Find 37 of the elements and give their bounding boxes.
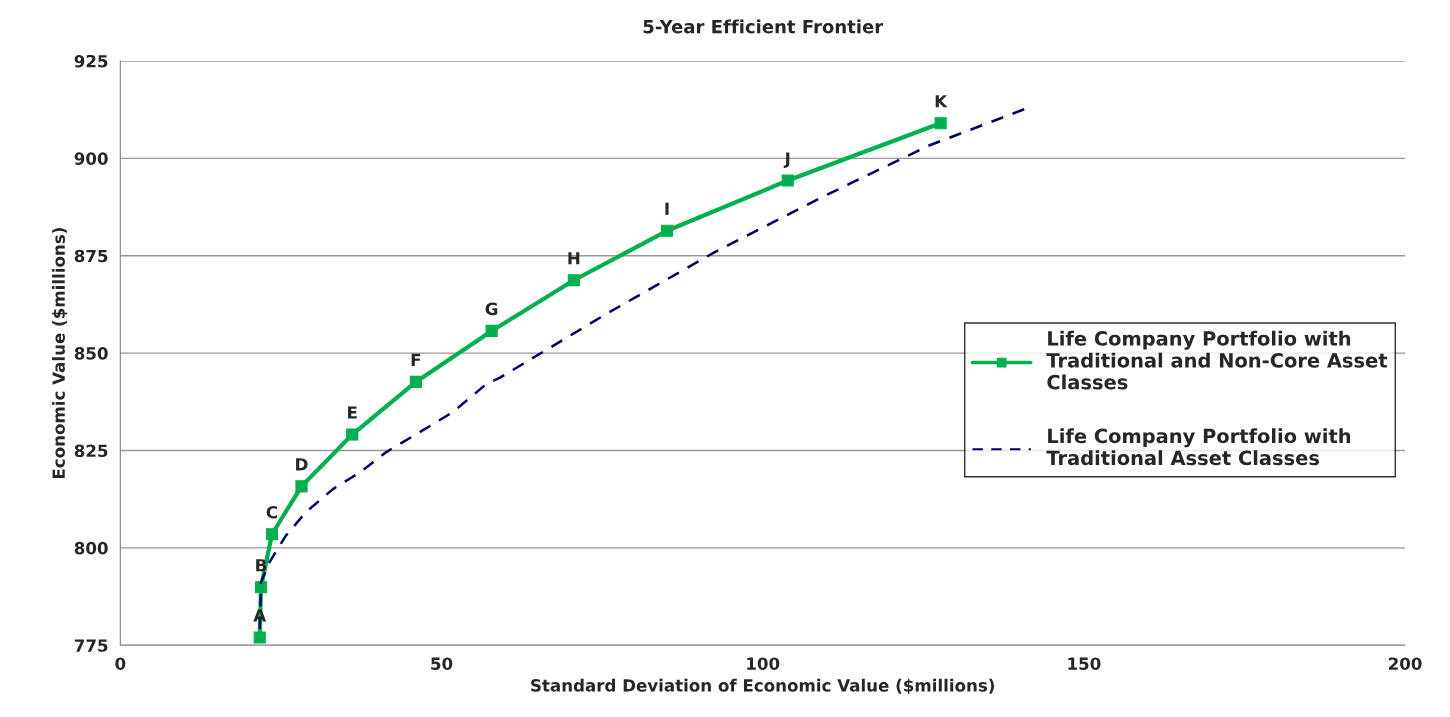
point bbox=[781, 174, 794, 187]
point bbox=[295, 480, 308, 493]
annotation: J bbox=[783, 152, 790, 168]
annotation: H bbox=[568, 252, 580, 265]
point bbox=[485, 324, 498, 337]
x-tick-label: 0 bbox=[115, 657, 126, 671]
annotation: G bbox=[485, 302, 498, 316]
y-tick-label: 925 bbox=[74, 54, 108, 68]
point bbox=[934, 117, 947, 130]
x-tick-label: 200 bbox=[1388, 657, 1422, 671]
annotation: F bbox=[411, 353, 421, 366]
x-tick-label: 50 bbox=[431, 657, 453, 671]
x-tick-label: 150 bbox=[1068, 657, 1101, 671]
point bbox=[409, 375, 422, 389]
point bbox=[660, 224, 674, 237]
annotation: D bbox=[296, 458, 308, 471]
y-tick-label: 850 bbox=[74, 347, 108, 360]
y-tick-label: 800 bbox=[74, 541, 108, 555]
annotation: K bbox=[935, 95, 948, 108]
point bbox=[254, 581, 268, 594]
y-tick-label: 775 bbox=[74, 639, 108, 652]
chart-title: 5-Year Efficient Frontier bbox=[643, 19, 884, 34]
y-tick-label: 825 bbox=[74, 444, 108, 458]
point bbox=[253, 631, 266, 644]
annotation: E bbox=[348, 406, 357, 419]
y-axis-title: Economic Value ($millions) bbox=[52, 228, 68, 479]
legend-label: Life Company Portfolio with Traditional and Non-Core Asset Classes bbox=[1046, 330, 1388, 390]
y-tick-label: 875 bbox=[74, 249, 108, 263]
x-axis-title: Standard Deviation of Economic Value ($millions) bbox=[531, 678, 994, 694]
annotation: C bbox=[266, 505, 277, 519]
legend-label: Life Company Portfolio with Traditional Asset Classes bbox=[1046, 428, 1351, 466]
y-tick-label: 900 bbox=[74, 152, 108, 165]
point bbox=[567, 274, 580, 287]
point bbox=[346, 428, 359, 441]
x-tick-label: 100 bbox=[747, 657, 780, 671]
point bbox=[265, 528, 279, 541]
annotation: I bbox=[665, 202, 669, 215]
